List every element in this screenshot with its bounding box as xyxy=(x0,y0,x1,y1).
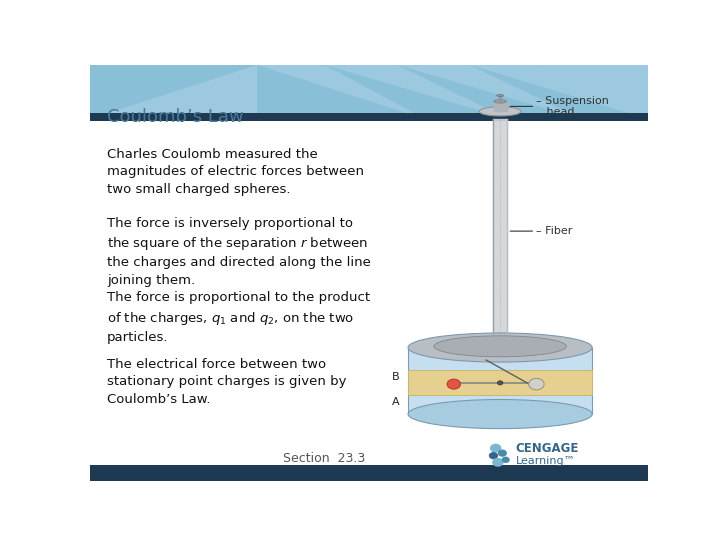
Circle shape xyxy=(498,450,506,456)
Text: Section  23.3: Section 23.3 xyxy=(283,453,366,465)
Text: – Fiber: – Fiber xyxy=(536,226,573,236)
Bar xyxy=(90,113,648,121)
Polygon shape xyxy=(258,65,425,119)
Circle shape xyxy=(493,458,503,466)
Polygon shape xyxy=(324,65,508,119)
Ellipse shape xyxy=(408,333,593,362)
Ellipse shape xyxy=(494,100,506,103)
Polygon shape xyxy=(408,370,593,395)
Text: The force is proportional to the product
of the charges, $q_1$ and $q_2$, on the: The force is proportional to the product… xyxy=(107,292,370,345)
Circle shape xyxy=(528,379,544,390)
Polygon shape xyxy=(408,348,593,414)
Text: Charles Coulomb measured the
magnitudes of electric forces between
two small cha: Charles Coulomb measured the magnitudes … xyxy=(107,148,364,196)
Text: B: B xyxy=(392,373,400,382)
Ellipse shape xyxy=(408,400,593,429)
Circle shape xyxy=(490,444,500,452)
Text: The electrical force between two
stationary point charges is given by
Coulomb’s : The electrical force between two station… xyxy=(107,358,346,406)
Ellipse shape xyxy=(497,94,503,97)
Text: A: A xyxy=(392,397,400,408)
Text: CENGAGE: CENGAGE xyxy=(516,442,579,456)
Circle shape xyxy=(447,379,461,389)
Polygon shape xyxy=(536,65,648,119)
Polygon shape xyxy=(469,65,648,119)
Polygon shape xyxy=(397,65,581,119)
Text: The force is inversely proportional to
the square of the separation $r$ between
: The force is inversely proportional to t… xyxy=(107,217,371,287)
Text: – Suspension
   head: – Suspension head xyxy=(536,96,609,117)
Bar xyxy=(90,65,648,119)
Text: Learning™: Learning™ xyxy=(516,456,575,465)
Ellipse shape xyxy=(480,107,521,116)
Ellipse shape xyxy=(434,336,567,357)
Circle shape xyxy=(503,457,509,462)
Circle shape xyxy=(498,381,503,385)
Polygon shape xyxy=(90,65,258,119)
Text: Coulomb’s Law: Coulomb’s Law xyxy=(107,109,243,126)
Bar xyxy=(90,465,648,481)
Circle shape xyxy=(490,453,498,458)
